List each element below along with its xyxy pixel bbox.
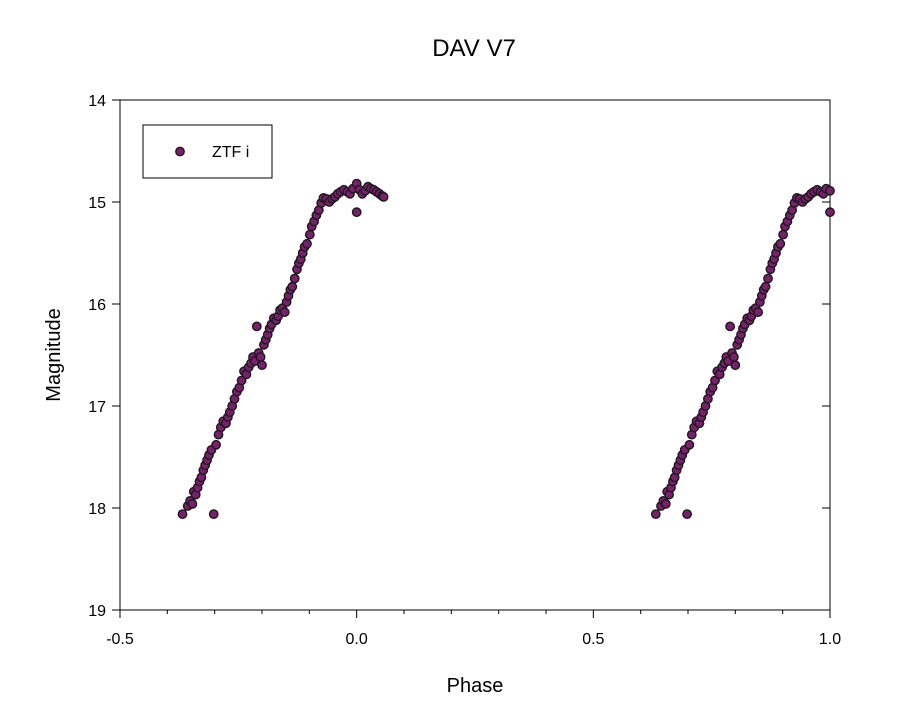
data-point <box>825 185 835 196</box>
x-tick-label: -0.5 <box>106 631 134 648</box>
data-point <box>778 229 788 240</box>
legend-marker <box>175 146 185 157</box>
data-point <box>211 439 222 450</box>
y-tick-label: 19 <box>88 603 106 620</box>
data-point <box>302 238 312 249</box>
data-point <box>289 273 300 284</box>
data-point <box>825 207 835 218</box>
data-points <box>177 178 835 519</box>
legend: ZTF i <box>142 124 273 179</box>
data-point <box>684 439 695 450</box>
x-axis-label: Phase <box>447 675 504 697</box>
y-axis-label: Magnitude <box>43 308 65 401</box>
data-point <box>775 238 786 249</box>
data-point <box>287 281 298 292</box>
x-tick-label: 1.0 <box>819 631 841 648</box>
legend-box <box>142 124 273 179</box>
data-point <box>187 498 198 509</box>
data-point <box>255 352 266 362</box>
data-point <box>730 360 741 371</box>
x-tick-label: 0.5 <box>582 631 604 648</box>
axis-ticks: -0.5 0.0 0.5 1.0 14 15 16 17 18 19 <box>88 93 841 648</box>
y-tick-label: 14 <box>88 93 106 110</box>
data-point <box>682 509 692 519</box>
data-point <box>208 509 219 519</box>
data-point <box>304 229 315 240</box>
data-point <box>763 273 773 284</box>
data-point <box>660 498 671 509</box>
data-point <box>753 307 763 318</box>
data-point <box>729 352 739 362</box>
plot-frame <box>119 99 831 611</box>
data-point <box>279 307 290 318</box>
data-point <box>725 321 735 332</box>
data-point <box>257 360 267 371</box>
data-point <box>351 207 362 218</box>
y-tick-label: 18 <box>88 501 106 518</box>
data-point <box>251 321 262 332</box>
legend-label: ZTF i <box>212 144 249 161</box>
chart-title: DAV V7 <box>432 35 516 62</box>
y-tick-label: 16 <box>88 297 106 314</box>
data-point <box>650 509 661 519</box>
y-tick-label: 17 <box>88 399 106 416</box>
x-tick-label: 0.0 <box>346 631 368 648</box>
data-point <box>177 509 188 519</box>
data-point <box>378 191 389 202</box>
y-tick-label: 15 <box>88 195 106 212</box>
data-point <box>760 281 771 292</box>
